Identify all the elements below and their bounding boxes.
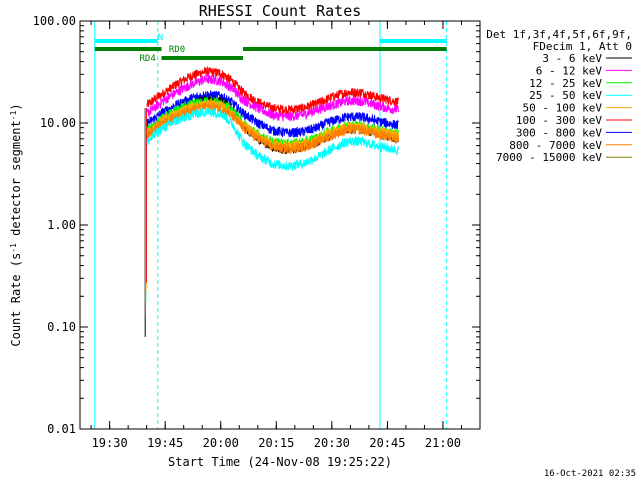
y-tick-label: 100.00 [33, 14, 76, 28]
flag-label-rd0: RD0 [169, 45, 185, 55]
y-axis-label-rest: detector segment [9, 120, 23, 243]
flag-label-n: N [158, 33, 163, 43]
series-line-6to12keV [146, 73, 400, 122]
y-tick-label: 10.00 [40, 116, 76, 130]
legend: Det 1f,3f,4f,5f,6f,9f, FDecim 1, Att 0 3… [486, 28, 632, 164]
legend-label: 7000 - 15000 keV [496, 151, 602, 164]
y-tick-label: 1.00 [47, 218, 76, 232]
y-tick-label: 0.10 [47, 320, 76, 334]
legend-header-line2: FDecim 1, Att 0 [533, 40, 632, 53]
y-axis-label-sup1: -1 [9, 243, 18, 253]
x-tick-label: 21:00 [425, 436, 461, 450]
x-tick-label: 19:30 [92, 436, 128, 450]
legend-header-line1: Det 1f,3f,4f,5f,6f,9f, [486, 28, 632, 41]
y-tick-label: 0.01 [47, 422, 76, 436]
legend-label: 100 - 300 keV [516, 114, 602, 127]
y-axis-label-sup2: -1 [9, 110, 18, 120]
x-tick-label: 20:45 [369, 436, 405, 450]
series-line-800to7000keV [146, 102, 400, 156]
y-axis-label-main: Count Rate (s [9, 253, 23, 347]
x-tick-label: 20:30 [314, 436, 350, 450]
x-tick-label: 19:45 [147, 436, 183, 450]
series-line-25to50keV [146, 107, 400, 172]
plot-area [94, 21, 448, 429]
y-axis-label: Count Rate (s-1 detector segment-1) [9, 103, 24, 346]
x-axis: 19:30 19:45 20:00 20:15 20:30 20:45 21:00 [90, 21, 462, 450]
legend-label: 6 - 12 keV [536, 64, 603, 77]
y-axis: 0.01 0.10 1.00 10.00 100.00 [33, 14, 480, 436]
timestamp: 16-Oct-2021 02:35 [544, 469, 636, 479]
legend-label: 300 - 800 keV [516, 126, 602, 139]
legend-label: 3 - 6 keV [542, 52, 602, 65]
legend-label: 12 - 25 keV [529, 77, 602, 90]
flag-label-rd4: RD4 [140, 54, 156, 64]
chart-title: RHESSI Count Rates [199, 2, 362, 20]
x-tick-label: 20:15 [258, 436, 294, 450]
x-axis-label: Start Time (24-Nov-08 19:25:22) [168, 455, 392, 469]
y-axis-label-end: ) [9, 103, 23, 110]
legend-label: 25 - 50 keV [529, 89, 602, 102]
legend-label: 800 - 7000 keV [509, 139, 602, 152]
legend-label: 50 - 100 keV [523, 102, 603, 115]
x-tick-label: 20:00 [203, 436, 239, 450]
